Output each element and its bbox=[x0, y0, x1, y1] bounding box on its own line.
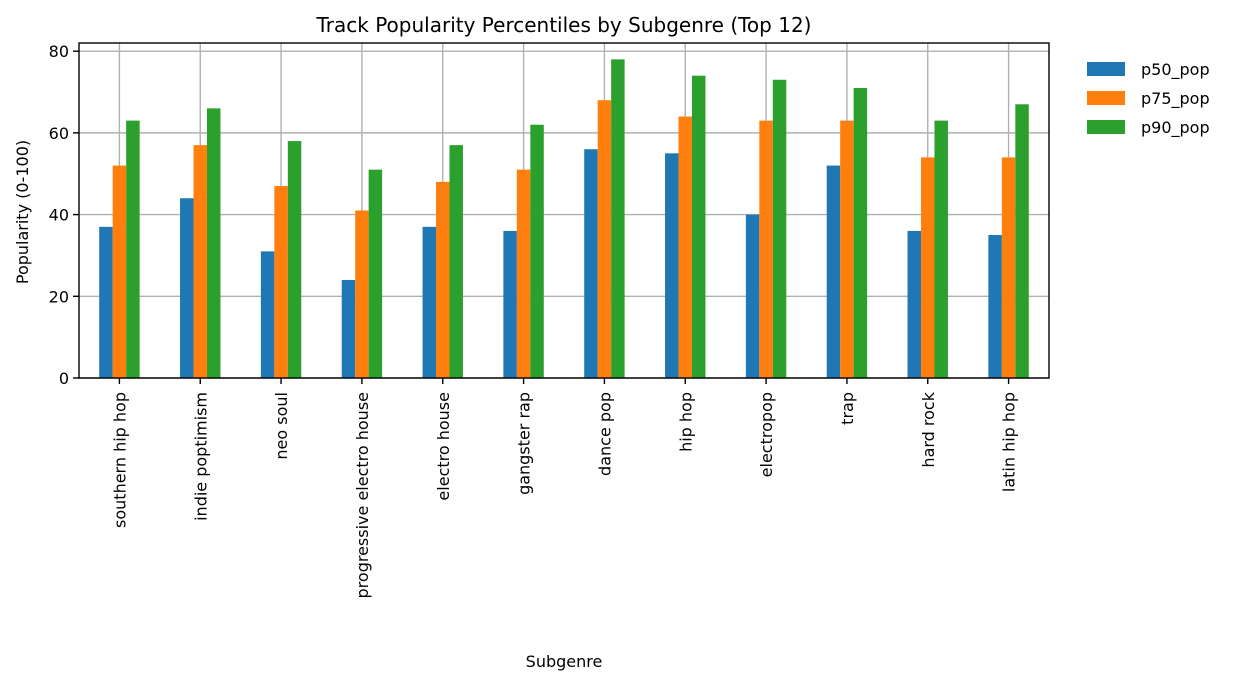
legend-swatch-p50_pop bbox=[1087, 62, 1125, 76]
bar-p75_pop-5 bbox=[516, 169, 531, 378]
x-tick-label: latin hip hop bbox=[1000, 392, 1019, 492]
bar-p90_pop-5 bbox=[530, 124, 544, 379]
y-tick-label: 20 bbox=[49, 287, 69, 306]
bar-p90_pop-0 bbox=[126, 120, 140, 378]
bar-p90_pop-2 bbox=[287, 141, 302, 378]
bar-p75_pop-8 bbox=[759, 120, 773, 378]
bar-p50_pop-8 bbox=[745, 214, 760, 378]
bar-p75_pop-3 bbox=[355, 210, 369, 378]
bar-p90_pop-3 bbox=[368, 169, 383, 378]
y-tick-label: 40 bbox=[49, 206, 69, 225]
bar-p75_pop-1 bbox=[193, 145, 207, 378]
bar-p90_pop-11 bbox=[1015, 104, 1029, 378]
x-tick-label: neo soul bbox=[272, 392, 291, 460]
x-tick-label: electro house bbox=[434, 392, 453, 501]
bar-p90_pop-8 bbox=[772, 79, 787, 378]
bar-p75_pop-7 bbox=[678, 116, 692, 378]
bar-p90_pop-7 bbox=[691, 75, 706, 379]
y-tick-label: 80 bbox=[49, 42, 69, 61]
x-tick-label: progressive electro house bbox=[353, 392, 372, 598]
bar-p75_pop-6 bbox=[597, 100, 612, 378]
bar-p50_pop-11 bbox=[988, 235, 1002, 378]
bar-p50_pop-4 bbox=[422, 226, 437, 378]
legend-label-p75_pop: p75_pop bbox=[1141, 89, 1210, 109]
y-tick-label: 0 bbox=[59, 369, 69, 388]
x-axis-label: Subgenre bbox=[526, 652, 603, 671]
bar-p75_pop-11 bbox=[1001, 157, 1016, 378]
x-tick-label: trap bbox=[838, 392, 857, 425]
bar-p50_pop-6 bbox=[584, 149, 598, 378]
x-tick-label: indie poptimism bbox=[191, 392, 210, 521]
legend: p50_pop p75_pop p90_pop bbox=[1087, 60, 1210, 138]
bar-p75_pop-2 bbox=[274, 185, 288, 378]
bar-p50_pop-7 bbox=[665, 153, 679, 378]
bar-p90_pop-4 bbox=[449, 145, 463, 378]
legend-label-p90_pop: p90_pop bbox=[1141, 118, 1210, 138]
bar-p50_pop-2 bbox=[260, 251, 275, 378]
bar-p75_pop-4 bbox=[436, 181, 450, 378]
y-tick-label: 60 bbox=[49, 124, 69, 143]
bar-p90_pop-10 bbox=[934, 120, 948, 378]
x-tick-label: hard rock bbox=[919, 391, 938, 467]
plot-area: 0 20 40 60 80 southern hip hop indie poptimism… bbox=[49, 42, 1050, 598]
axes-frame bbox=[78, 42, 1050, 379]
bar-p50_pop-1 bbox=[180, 198, 194, 378]
bar-p75_pop-10 bbox=[921, 157, 935, 378]
legend-swatch-p90_pop bbox=[1087, 120, 1125, 134]
bar-p50_pop-10 bbox=[907, 230, 922, 378]
bar-p50_pop-5 bbox=[503, 230, 517, 378]
bar-p50_pop-9 bbox=[826, 165, 841, 378]
bar-p75_pop-0 bbox=[112, 165, 127, 378]
x-tick-label: southern hip hop bbox=[110, 392, 129, 528]
bar-p90_pop-1 bbox=[206, 108, 221, 379]
x-tick-label: electropop bbox=[757, 392, 776, 477]
x-tick-label: hip hop bbox=[676, 392, 695, 452]
legend-swatch-p75_pop bbox=[1087, 91, 1125, 105]
bar-p50_pop-0 bbox=[99, 226, 113, 378]
legend-label-p50_pop: p50_pop bbox=[1141, 60, 1210, 80]
y-axis-label: Popularity (0-100) bbox=[13, 140, 32, 284]
chart-title: Track Popularity Percentiles by Subgenre… bbox=[316, 13, 812, 37]
bar-p90_pop-6 bbox=[611, 59, 625, 379]
x-tick-label: gangster rap bbox=[515, 392, 534, 495]
bar-p50_pop-3 bbox=[341, 279, 356, 378]
bar-p90_pop-9 bbox=[853, 87, 868, 378]
x-tick-label: dance pop bbox=[595, 392, 614, 476]
bar-p75_pop-9 bbox=[840, 120, 854, 378]
